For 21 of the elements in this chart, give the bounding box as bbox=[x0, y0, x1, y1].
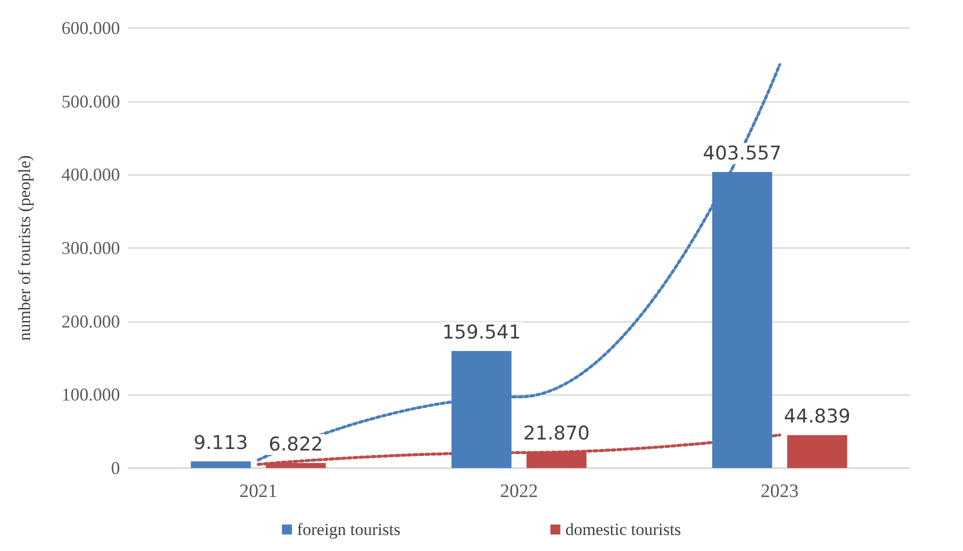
y-tick-label: 300.000 bbox=[62, 238, 120, 258]
data-label: 403.557 bbox=[702, 142, 782, 165]
y-tick-label: 200.000 bbox=[62, 311, 120, 332]
data-label: 159.541 bbox=[442, 322, 521, 344]
legend-label: domestic tourists bbox=[565, 520, 682, 539]
bar bbox=[190, 461, 251, 468]
legend-label: foreign tourists bbox=[296, 520, 400, 539]
y-tick-label: 400.000 bbox=[62, 164, 120, 185]
y-tick-label: 0 bbox=[111, 458, 120, 478]
x-tick-label: 2023 bbox=[760, 481, 799, 502]
data-label: 21.870 bbox=[523, 422, 590, 444]
y-axis-title: number of tourists (people) bbox=[15, 155, 34, 341]
data-label: 9.113 bbox=[194, 432, 248, 454]
data-label: 6.822 bbox=[268, 433, 324, 456]
y-tick-label: 500.000 bbox=[62, 91, 120, 112]
x-tick-label: 2021 bbox=[239, 481, 278, 502]
data-label: 44.839 bbox=[784, 406, 850, 428]
bar bbox=[787, 435, 848, 468]
y-tick-label: 100.000 bbox=[62, 384, 120, 405]
x-tick-label: 2022 bbox=[500, 481, 538, 502]
y-tick-label: 600.000 bbox=[62, 18, 120, 38]
